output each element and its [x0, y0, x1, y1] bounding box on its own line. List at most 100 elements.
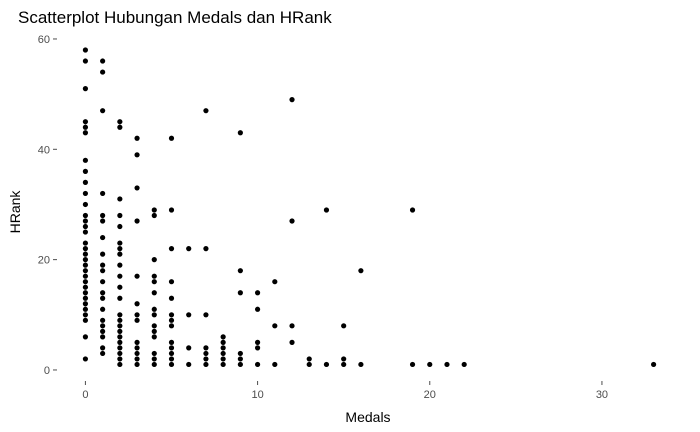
data-point	[82, 295, 89, 301]
data-point	[82, 212, 89, 219]
data-point	[289, 218, 295, 224]
y-tick-label: 40	[38, 144, 50, 156]
data-point	[151, 312, 157, 318]
data-point	[134, 273, 140, 279]
chart-title: Scatterplot Hubungan Medals dan HRank	[18, 8, 332, 27]
data-point	[650, 361, 657, 368]
data-point	[220, 356, 226, 362]
data-point	[82, 47, 89, 53]
data-point	[220, 361, 226, 368]
data-point	[82, 262, 89, 268]
data-point	[134, 339, 140, 345]
data-point	[100, 69, 106, 75]
data-point	[323, 361, 330, 368]
data-point	[254, 339, 261, 345]
data-point	[82, 290, 89, 296]
data-point	[186, 245, 192, 252]
data-point	[134, 312, 140, 318]
data-point	[82, 240, 89, 246]
data-point	[168, 245, 175, 252]
data-point	[134, 361, 140, 368]
data-point	[117, 312, 123, 318]
data-point	[117, 334, 123, 340]
y-axis-label: HRank	[7, 190, 23, 234]
x-tick-label: 0	[82, 389, 88, 401]
data-point	[100, 212, 106, 219]
data-point	[358, 268, 364, 274]
data-point	[186, 345, 192, 351]
y-axis: 0 20 40 60	[38, 34, 57, 377]
data-point	[82, 279, 89, 285]
data-point	[168, 312, 175, 318]
data-point	[117, 212, 123, 219]
data-point	[117, 328, 123, 334]
data-point	[82, 58, 89, 64]
data-point	[117, 240, 123, 246]
data-point	[168, 279, 175, 285]
data-point	[100, 262, 106, 268]
data-point	[203, 245, 209, 252]
x-tick-label: 10	[251, 389, 263, 401]
data-point	[254, 290, 261, 296]
data-point	[323, 207, 330, 213]
data-point	[168, 323, 175, 329]
data-point	[134, 218, 140, 224]
data-point	[134, 135, 140, 141]
data-point	[100, 317, 106, 323]
data-point	[168, 361, 175, 368]
data-point	[82, 223, 89, 230]
data-point	[82, 251, 89, 257]
data-point	[203, 350, 209, 357]
data-point	[203, 361, 209, 368]
data-point	[117, 339, 123, 345]
data-point	[82, 257, 89, 263]
data-point	[306, 361, 312, 368]
data-point	[117, 119, 123, 125]
data-point	[117, 284, 123, 290]
data-point	[151, 361, 157, 368]
data-point	[254, 345, 261, 351]
data-point	[341, 356, 347, 362]
data-point	[100, 268, 106, 274]
data-point	[100, 218, 106, 224]
data-point	[82, 301, 89, 307]
data-point	[117, 262, 123, 268]
data-point	[117, 356, 123, 362]
data-point	[117, 295, 123, 301]
data-point	[82, 356, 89, 362]
data-point	[306, 356, 312, 362]
data-point	[117, 223, 123, 230]
data-point	[82, 168, 89, 174]
data-point	[168, 345, 175, 351]
data-point	[82, 179, 89, 185]
data-point	[151, 350, 157, 357]
data-point	[151, 279, 157, 285]
data-point	[168, 207, 175, 213]
data-point	[82, 201, 89, 208]
data-point	[134, 317, 140, 323]
data-point	[168, 356, 175, 362]
data-point	[151, 212, 157, 219]
data-point	[151, 323, 157, 329]
data-point	[117, 323, 123, 329]
x-tick-label: 30	[596, 389, 608, 401]
data-point	[203, 108, 209, 114]
data-point	[82, 218, 89, 224]
data-point	[117, 350, 123, 357]
y-tick-label: 0	[44, 365, 50, 377]
data-point	[100, 295, 106, 301]
data-point	[220, 350, 226, 357]
data-point	[100, 234, 106, 241]
data-point	[237, 130, 243, 136]
data-point	[203, 345, 209, 351]
data-point	[220, 339, 226, 345]
data-point	[134, 301, 140, 307]
data-point	[100, 290, 106, 296]
data-point	[117, 273, 123, 279]
data-point	[100, 108, 106, 114]
y-tick-label: 60	[38, 34, 50, 46]
data-point	[117, 345, 123, 351]
data-point	[82, 334, 89, 340]
data-point	[134, 356, 140, 362]
